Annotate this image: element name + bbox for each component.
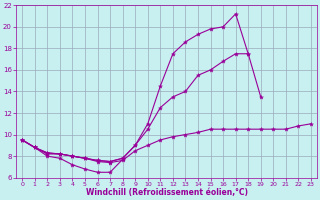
X-axis label: Windchill (Refroidissement éolien,°C): Windchill (Refroidissement éolien,°C)	[85, 188, 248, 197]
